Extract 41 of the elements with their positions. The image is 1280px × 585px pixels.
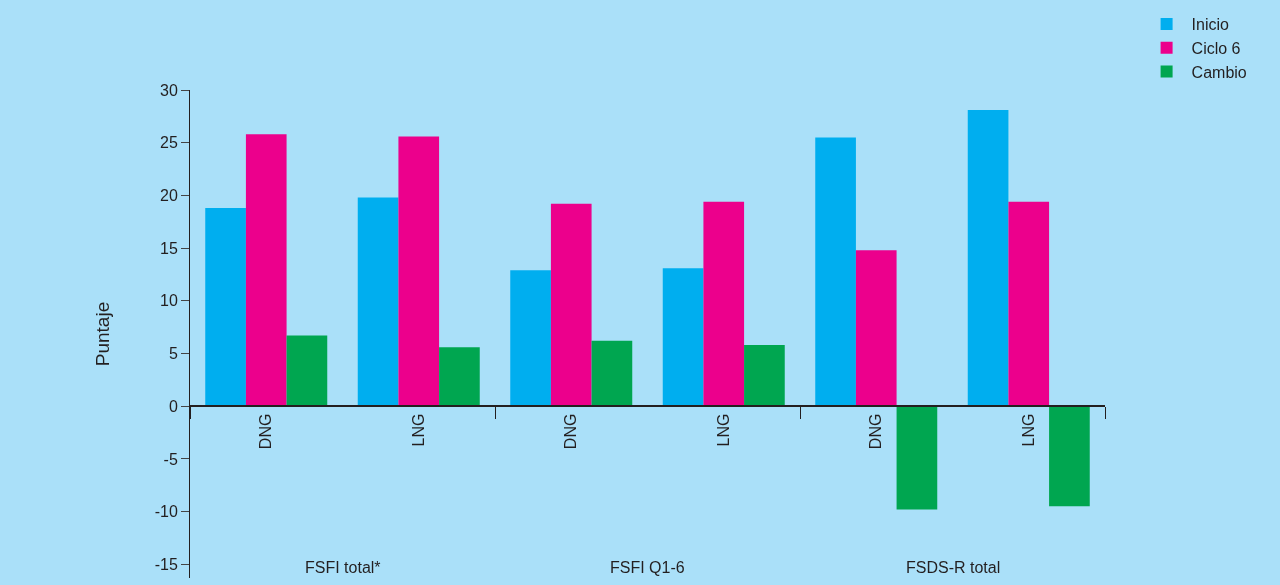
annotation: FSFI total*	[305, 559, 381, 576]
annotation: FSFI Q1-6	[610, 559, 685, 576]
x-tick-label: LNG	[1019, 413, 1037, 447]
legend-label: Cambio	[1191, 63, 1247, 81]
bar	[855, 250, 897, 407]
bar	[357, 197, 399, 407]
y-tick-label: -5	[163, 450, 178, 468]
annotation: FSDS-R total	[906, 559, 1001, 576]
bar	[286, 335, 328, 407]
bar	[967, 110, 1009, 407]
bar	[1008, 201, 1050, 407]
bar	[510, 270, 551, 407]
y-tick-label: 15	[160, 239, 178, 257]
bar	[896, 406, 938, 510]
x-tick-label: DNG	[562, 413, 580, 450]
y-tick-label: -10	[154, 503, 178, 521]
y-tick-label: 0	[168, 397, 178, 415]
y-tick-label: 10	[160, 292, 178, 310]
y-tick-label: 30	[160, 81, 178, 99]
x-tick-label: LNG	[409, 413, 427, 447]
legend-label: Inicio	[1191, 16, 1230, 34]
legend-label: Ciclo 6	[1191, 39, 1241, 57]
y-tick-label: 5	[168, 345, 178, 363]
bar	[550, 203, 592, 407]
bar	[439, 347, 480, 407]
y-tick-label: -15	[154, 555, 178, 573]
bar	[1049, 406, 1090, 507]
x-tick-label: LNG	[714, 413, 732, 447]
bar	[815, 137, 856, 407]
bar	[591, 340, 633, 407]
x-tick-label: DNG	[867, 413, 885, 450]
bar	[398, 136, 440, 407]
bar	[245, 134, 287, 407]
bar	[662, 268, 704, 407]
y-axis-title: Puntaje	[91, 301, 113, 367]
bar	[744, 345, 785, 407]
y-tick-label: 25	[160, 134, 178, 152]
y-tick-label: 20	[160, 187, 178, 204]
x-tick-label: DNG	[257, 413, 275, 450]
bar	[205, 208, 246, 407]
bar	[703, 201, 745, 407]
